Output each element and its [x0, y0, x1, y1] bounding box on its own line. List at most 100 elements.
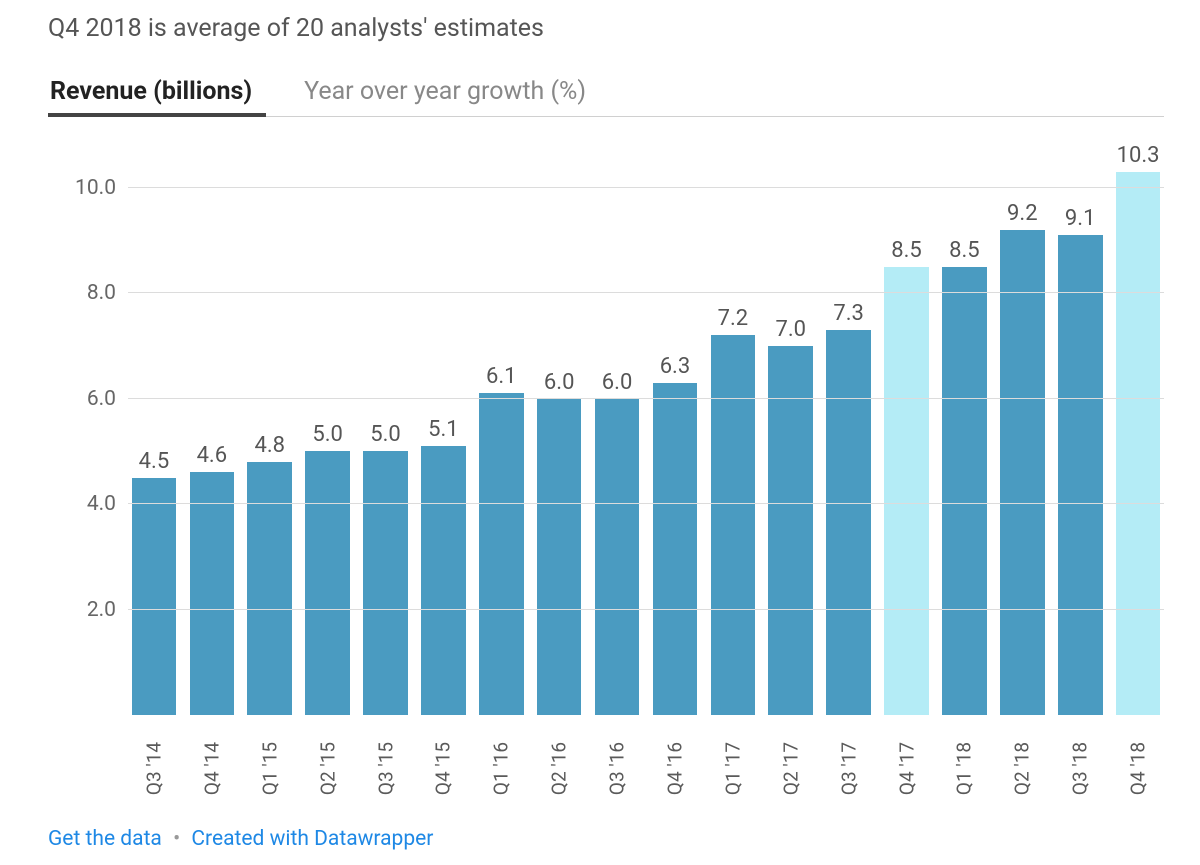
bar-slot: 8.5	[881, 135, 933, 715]
bar-value-label: 6.0	[544, 370, 575, 395]
bar-slot: 4.6	[186, 135, 238, 715]
bar-value-label: 9.1	[1065, 206, 1096, 231]
y-tick-label: 8.0	[87, 281, 128, 305]
x-tick: Q4 '15	[417, 715, 469, 795]
bar-slot: 6.0	[591, 135, 643, 715]
bar: 5.1	[421, 446, 466, 715]
bar-slot: 10.3	[1112, 135, 1164, 715]
x-tick: Q4 '14	[186, 715, 238, 795]
x-tick: Q3 '15	[360, 715, 412, 795]
y-tick-label: 4.0	[87, 492, 128, 516]
y-tick-label: 10.0	[75, 176, 128, 200]
bar-slot: 6.1	[475, 135, 527, 715]
bar-slot: 9.1	[1054, 135, 1106, 715]
bar: 10.3	[1116, 172, 1161, 715]
x-tick-label: Q2 '15	[316, 742, 339, 795]
gridline: 4.0	[128, 503, 1164, 504]
x-tick-label: Q2 '17	[779, 742, 802, 795]
bar-value-label: 9.2	[1007, 201, 1038, 226]
y-tick-label: 2.0	[87, 598, 128, 622]
x-tick: Q3 '18	[1054, 715, 1106, 795]
x-tick-label: Q3 '17	[837, 742, 860, 795]
bar: 6.3	[653, 383, 698, 715]
bar-slot: 5.1	[417, 135, 469, 715]
bar-value-label: 5.0	[312, 422, 343, 447]
bar: 6.0	[537, 399, 582, 715]
x-tick: Q3 '14	[128, 715, 180, 795]
bar: 8.5	[942, 267, 987, 715]
bar-slot: 6.3	[649, 135, 701, 715]
bar-value-label: 10.3	[1117, 143, 1160, 168]
get-data-link[interactable]: Get the data	[48, 827, 162, 851]
tab-bar: Revenue (billions) Year over year growth …	[48, 71, 1164, 117]
x-tick: Q4 '17	[881, 715, 933, 795]
bar-value-label: 6.3	[660, 354, 691, 379]
bar-slot: 7.2	[707, 135, 759, 715]
bar: 9.1	[1058, 235, 1103, 715]
bar: 4.5	[132, 478, 177, 715]
gridline: 2.0	[128, 609, 1164, 610]
tab-1[interactable]: Year over year growth (%)	[302, 71, 600, 116]
x-tick: Q4 '16	[649, 715, 701, 795]
x-tick: Q1 '17	[707, 715, 759, 795]
bars-container: 4.54.64.85.05.05.16.16.06.06.37.27.07.38…	[128, 135, 1164, 715]
x-tick-label: Q1 '15	[258, 742, 281, 795]
x-tick: Q2 '16	[533, 715, 585, 795]
bar-slot: 7.0	[765, 135, 817, 715]
bar: 7.2	[711, 335, 756, 715]
chart-footer: Get the data • Created with Datawrapper	[48, 827, 1164, 851]
bar-slot: 9.2	[996, 135, 1048, 715]
bar-value-label: 8.5	[949, 238, 980, 263]
plot-region: 4.54.64.85.05.05.16.16.06.06.37.27.07.38…	[128, 135, 1164, 715]
x-tick-label: Q4 '16	[663, 742, 686, 795]
bar-slot: 5.0	[360, 135, 412, 715]
x-axis: Q3 '14 Q4 '14 Q1 '15 Q2 '15 Q3 '15 Q4 '15 Q1 '…	[128, 715, 1164, 795]
x-tick-label: Q4 '14	[200, 742, 223, 795]
x-tick: Q1 '18	[938, 715, 990, 795]
gridline: 10.0	[128, 187, 1164, 188]
bar: 5.0	[305, 451, 350, 715]
chart-subtitle: Q4 2018 is average of 20 analysts' estim…	[48, 14, 1164, 43]
bar-slot: 4.5	[128, 135, 180, 715]
x-tick-label: Q1 '18	[953, 742, 976, 795]
bar-value-label: 7.3	[833, 301, 864, 326]
bar: 7.0	[768, 346, 813, 715]
x-tick-label: Q2 '18	[1011, 742, 1034, 795]
footer-separator: •	[167, 827, 186, 851]
x-tick-label: Q4 '18	[1127, 742, 1150, 795]
y-tick-label: 6.0	[87, 387, 128, 411]
x-tick: Q2 '17	[765, 715, 817, 795]
x-tick: Q2 '15	[302, 715, 354, 795]
bar-value-label: 5.1	[428, 417, 459, 442]
x-tick: Q4 '18	[1112, 715, 1164, 795]
bar-slot: 7.3	[823, 135, 875, 715]
x-tick-label: Q1 '17	[721, 742, 744, 795]
bar: 6.1	[479, 393, 524, 715]
bar-value-label: 6.1	[486, 364, 517, 389]
bar-slot: 8.5	[938, 135, 990, 715]
x-tick-label: Q4 '17	[895, 742, 918, 795]
x-tick-label: Q3 '16	[606, 742, 629, 795]
gridline: 8.0	[128, 292, 1164, 293]
bar-slot: 6.0	[533, 135, 585, 715]
tab-0[interactable]: Revenue (billions)	[48, 71, 266, 116]
chart-area: 4.54.64.85.05.05.16.16.06.06.37.27.07.38…	[68, 135, 1164, 715]
bar-value-label: 7.0	[775, 317, 806, 342]
x-tick: Q2 '18	[996, 715, 1048, 795]
x-tick-label: Q1 '16	[490, 742, 513, 795]
bar-slot: 4.8	[244, 135, 296, 715]
x-tick-label: Q4 '15	[432, 742, 455, 795]
x-tick-label: Q3 '15	[374, 742, 397, 795]
x-tick: Q3 '16	[591, 715, 643, 795]
datawrapper-link[interactable]: Created with Datawrapper	[191, 827, 433, 851]
bar-value-label: 4.5	[139, 449, 170, 474]
bar-value-label: 4.6	[197, 443, 228, 468]
x-tick: Q3 '17	[823, 715, 875, 795]
bar: 7.3	[826, 330, 871, 715]
x-tick-label: Q2 '16	[548, 742, 571, 795]
bar-value-label: 4.8	[254, 433, 285, 458]
x-tick-label: Q3 '14	[142, 742, 165, 795]
bar-value-label: 8.5	[891, 238, 922, 263]
bar: 4.8	[247, 462, 292, 715]
bar-value-label: 6.0	[602, 370, 633, 395]
